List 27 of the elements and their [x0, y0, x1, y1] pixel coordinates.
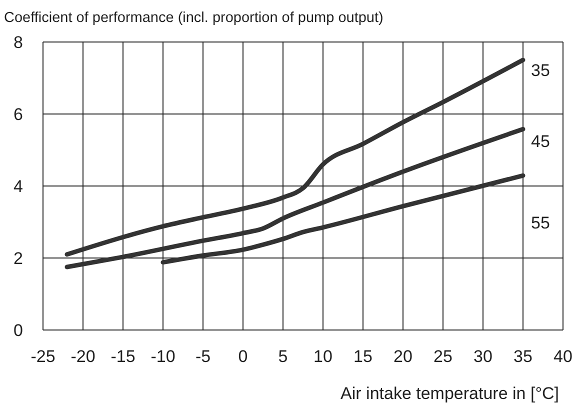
x-tick-label: 40	[554, 347, 572, 366]
y-tick-label: 4	[14, 177, 23, 196]
x-tick-label: 0	[238, 347, 248, 366]
y-tick-label: 2	[14, 249, 23, 268]
series-label: 35	[531, 61, 550, 80]
x-tick-label: -5	[195, 347, 211, 366]
x-tick-label: 15	[354, 347, 372, 366]
line-series	[64, 58, 526, 257]
series-label: 45	[531, 132, 550, 152]
x-tick-label: -20	[70, 347, 96, 366]
y-tick-label: 6	[14, 105, 23, 124]
x-axis-title: Air intake temperature in [°C]	[340, 384, 559, 403]
y-tick-label: 0	[14, 321, 23, 340]
y-axis-title: Coefficient of performance (incl. proportion of pump output)	[4, 10, 384, 26]
line-series	[160, 173, 526, 265]
text: 55	[531, 214, 550, 233]
x-tick-label: -25	[30, 347, 56, 366]
x-tick-label: 35	[514, 347, 532, 366]
x-tick-label: 25	[434, 347, 452, 366]
x-tick-label: -15	[110, 347, 136, 366]
x-tick-label: 5	[278, 347, 288, 366]
y-tick-label: 8	[14, 33, 23, 52]
x-tick-label: 30	[474, 347, 492, 366]
line-series	[64, 126, 526, 270]
x-tick-label: 20	[394, 347, 412, 366]
x-tick-label: 10	[314, 347, 332, 366]
x-tick-label: -10	[150, 347, 176, 366]
